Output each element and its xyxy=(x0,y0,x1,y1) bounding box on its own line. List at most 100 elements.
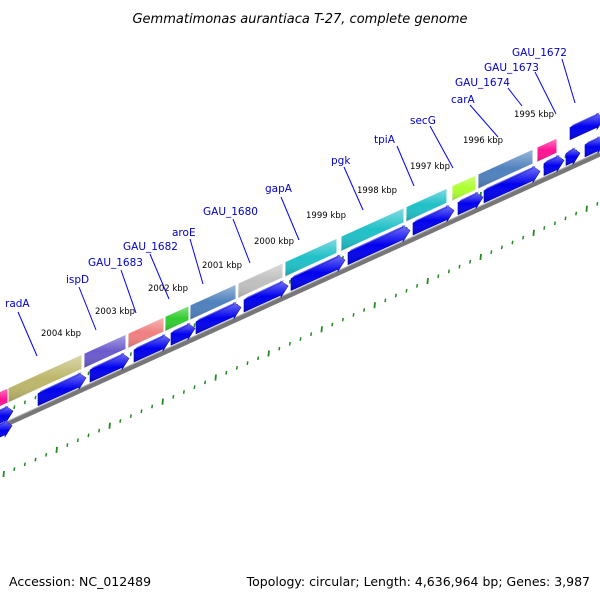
cds-arrow[interactable] xyxy=(37,372,87,407)
gene-feature-block[interactable] xyxy=(164,304,190,333)
gene-label[interactable]: aroE xyxy=(172,227,196,239)
label-leader-line xyxy=(189,238,204,285)
cds-arrow[interactable] xyxy=(483,165,541,204)
ring-tick-mark xyxy=(193,385,196,390)
label-leader-line xyxy=(17,311,38,357)
gene-feature-block[interactable] xyxy=(340,206,405,253)
gene-label[interactable]: radA xyxy=(5,298,30,310)
ring-tick-mark xyxy=(161,398,164,405)
ring-tick-mark xyxy=(532,229,535,236)
ring-tick-mark xyxy=(596,202,599,206)
ring-tick-mark xyxy=(416,284,419,288)
ring-tick-mark xyxy=(2,470,5,478)
gene-label[interactable]: carA xyxy=(451,94,476,106)
label-leader-line xyxy=(232,218,251,264)
ring-tick-mark xyxy=(479,253,482,261)
gene-label[interactable]: GAU_1682 xyxy=(123,241,178,253)
ring-tick-mark xyxy=(13,405,16,410)
gene-feature-block[interactable] xyxy=(83,333,127,370)
gene-feature-block[interactable] xyxy=(0,387,9,411)
gene-feature-block[interactable] xyxy=(405,187,448,223)
ring-tick-mark xyxy=(564,216,567,221)
backbone-ring xyxy=(0,151,600,430)
cds-arrow[interactable] xyxy=(0,419,13,441)
gene-label[interactable]: tpiA xyxy=(374,134,396,146)
cds-arrow[interactable] xyxy=(412,204,455,236)
label-leader-line xyxy=(343,166,364,211)
ring-tick-mark xyxy=(87,433,90,438)
ring-tick-mark xyxy=(246,361,249,365)
gene-feature-block[interactable] xyxy=(189,283,237,321)
ring-tick-mark xyxy=(426,277,429,285)
ring-tick-mark xyxy=(373,302,376,309)
ring-tick-mark xyxy=(98,428,101,433)
ring-tick-mark xyxy=(87,371,90,376)
gene-feature-block[interactable] xyxy=(284,237,338,278)
ring-tick-mark xyxy=(511,240,514,245)
ring-tick-mark xyxy=(45,452,48,457)
gene-label[interactable]: secG xyxy=(410,115,436,127)
cds-arrow[interactable] xyxy=(170,322,196,346)
cds-arrow[interactable] xyxy=(290,254,346,292)
inner-dotted-ring xyxy=(2,202,599,478)
cds-arrow[interactable] xyxy=(133,333,171,363)
tick-label: 2002 kbp xyxy=(148,284,188,294)
gene-feature-block[interactable] xyxy=(127,316,165,350)
gene-feature-block[interactable] xyxy=(536,137,558,163)
ring-tick-mark xyxy=(204,380,207,385)
ring-tick-mark xyxy=(458,264,461,269)
gene-label[interactable]: GAU_1680 xyxy=(203,206,258,218)
ring-tick-mark xyxy=(225,370,228,375)
tick-label: 2001 kbp xyxy=(202,261,242,271)
gene-feature-block[interactable] xyxy=(237,261,284,299)
gene-label[interactable]: gapA xyxy=(265,183,293,195)
ring-tick-mark xyxy=(288,279,291,284)
ring-tick-mark xyxy=(235,366,238,370)
label-leader-line xyxy=(534,71,557,115)
feature-track xyxy=(0,137,558,411)
cds-arrow[interactable] xyxy=(347,224,411,266)
ring-tick-mark xyxy=(55,446,58,453)
label-leader-line xyxy=(507,87,523,107)
cds-arrow[interactable] xyxy=(584,136,600,158)
gene-label[interactable]: GAU_1683 xyxy=(88,257,143,269)
cds-arrow[interactable] xyxy=(543,154,565,176)
ring-tick-mark xyxy=(299,337,302,341)
gene-feature-block[interactable] xyxy=(477,148,534,190)
cds-arrow[interactable] xyxy=(195,301,242,335)
ring-tick-mark xyxy=(278,346,281,351)
label-leader-line xyxy=(429,125,454,169)
tick-label-group: 1995 kbp 1996 kbp 1997 kbp 1998 kbp 1999… xyxy=(41,110,554,339)
gene-label[interactable]: GAU_1674 xyxy=(455,77,510,89)
ring-tick-mark xyxy=(288,341,291,346)
cds-arrow[interactable] xyxy=(89,352,130,383)
gene-label[interactable]: ispD xyxy=(66,274,89,286)
cds-arrow[interactable] xyxy=(565,147,581,166)
gene-feature-block[interactable] xyxy=(451,174,477,202)
gene-label-group: GAU_1672 GAU_1673 GAU_1674 carA secG tpi… xyxy=(5,47,576,357)
ring-tick-mark xyxy=(66,443,69,447)
ring-tick-mark xyxy=(575,211,578,216)
cds-arrow[interactable] xyxy=(569,112,600,141)
gene-label[interactable]: GAU_1673 xyxy=(484,62,539,74)
cds-arrow[interactable] xyxy=(243,280,289,313)
ring-tick-mark xyxy=(331,322,334,327)
cds-arrow[interactable] xyxy=(0,405,14,425)
genome-summary-text: Topology: circular; Length: 4,636,964 bp… xyxy=(246,574,590,589)
ring-tick-mark xyxy=(437,274,440,279)
gene-label[interactable]: GAU_1672 xyxy=(512,47,567,59)
cds-arrow[interactable] xyxy=(457,191,484,216)
ring-tick-mark xyxy=(13,467,16,472)
tick-label: 1999 kbp xyxy=(306,211,346,221)
ring-tick-mark xyxy=(553,221,556,226)
label-leader-line xyxy=(120,269,137,314)
ring-tick-mark xyxy=(352,312,355,317)
ring-tick-mark xyxy=(214,374,217,381)
ring-tick-mark xyxy=(543,226,546,230)
gene-label[interactable]: pgk xyxy=(331,155,351,167)
tick-label: 2003 kbp xyxy=(95,307,135,317)
ring-tick-mark xyxy=(585,205,588,212)
cds-arrow-track xyxy=(0,112,600,441)
ring-tick-mark xyxy=(23,462,26,467)
ring-tick-mark xyxy=(172,394,175,399)
